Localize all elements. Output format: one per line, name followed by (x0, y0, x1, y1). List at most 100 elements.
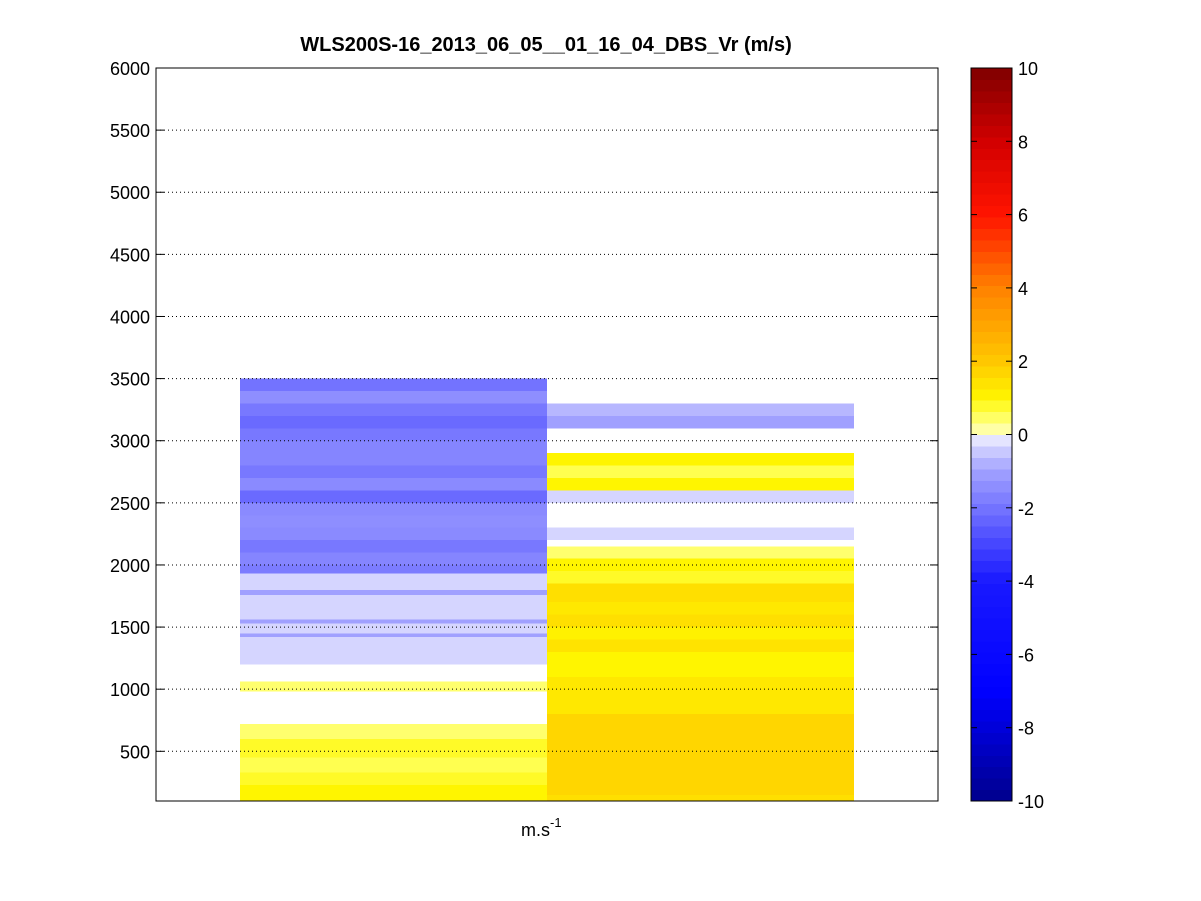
colorbar-swatch (971, 90, 1012, 103)
heatmap-cell (547, 627, 854, 640)
y-tick-label: 1500 (110, 618, 150, 638)
heatmap-cell (240, 637, 547, 665)
plot-frame (155, 67, 939, 802)
heatmap-cell (240, 594, 547, 620)
heatmap-cell (240, 490, 547, 503)
heatmap-cell (240, 589, 547, 595)
heatmap-cell (547, 527, 854, 541)
colorbar-swatch (971, 331, 1012, 344)
heatmap-cell (240, 738, 547, 758)
colorbar-axis: -10 -8 -6 -4 -2 0 2 4 6 8 10 (971, 59, 1044, 812)
colorbar-tick-label: 8 (1018, 132, 1028, 152)
colorbar-swatch (971, 526, 1012, 539)
colorbar-swatch (971, 617, 1012, 630)
colorbar-tick-label: 0 (1018, 426, 1028, 446)
colorbar-swatch (971, 549, 1012, 562)
colorbar-swatch (971, 766, 1012, 779)
heatmap-cell (240, 440, 547, 466)
colorbar-tick-label: 6 (1018, 206, 1028, 226)
heatmap-cell (547, 794, 854, 801)
y-tick-label: 6000 (110, 59, 150, 79)
colorbar-swatch (971, 400, 1012, 413)
colorbar-swatch (971, 457, 1012, 470)
colorbar-swatch (971, 102, 1012, 115)
colorbar-swatch (971, 205, 1012, 218)
colorbar-swatch (971, 274, 1012, 287)
heatmap-cell (240, 415, 547, 429)
colorbar-tick-label: -8 (1018, 719, 1034, 739)
colorbar-swatch (971, 388, 1012, 401)
heatmap-cell (547, 546, 854, 559)
colorbar-swatch (971, 675, 1012, 688)
colorbar-swatch (971, 308, 1012, 321)
heatmap-cell (240, 527, 547, 541)
heatmap-cell (240, 633, 547, 638)
colorbar-swatch (971, 571, 1012, 584)
colorbar-swatch (971, 319, 1012, 333)
x-axis-label-exponent: -1 (550, 815, 562, 830)
heatmap-cell (240, 619, 547, 624)
colorbar-swatch (971, 171, 1012, 184)
colorbar-swatch (971, 148, 1012, 161)
heatmap-cell (547, 415, 854, 429)
colorbar-swatch (971, 640, 1012, 653)
heatmap-cell (240, 784, 547, 801)
colorbar-swatch (971, 755, 1012, 768)
colorbar-swatch (971, 663, 1012, 676)
colorbar-swatch (971, 239, 1012, 252)
colorbar-tick-label: -2 (1018, 499, 1034, 519)
colorbar-swatch (971, 216, 1012, 229)
colorbar-swatch (971, 606, 1012, 619)
colorbar-tick-label: 2 (1018, 352, 1028, 372)
y-tick-label: 4500 (110, 245, 150, 265)
colorbar-swatch (971, 503, 1012, 516)
colorbar-swatch (971, 560, 1012, 573)
y-tick-label: 2500 (110, 494, 150, 514)
colorbar-swatch (971, 686, 1012, 699)
colorbar-swatch (971, 629, 1012, 642)
heatmap-cell (547, 714, 854, 795)
y-tick-label: 5500 (110, 121, 150, 141)
heatmap-cell (547, 453, 854, 466)
heatmap-cell (547, 676, 854, 715)
colorbar-swatch (971, 342, 1012, 355)
heatmap-cell (547, 490, 854, 503)
colorbar-swatch (971, 480, 1012, 493)
heatmap-cell (240, 477, 547, 491)
colorbar-swatch (971, 411, 1012, 424)
heatmap-cell (240, 623, 547, 634)
heatmap-cell (240, 465, 547, 478)
heatmap-cell (240, 681, 547, 692)
y-tick-label: 500 (120, 742, 150, 762)
colorbar-swatch (971, 159, 1012, 172)
colorbar-swatch (971, 365, 1012, 378)
colorbar-swatch (971, 297, 1012, 310)
heatmap-cell (240, 502, 547, 516)
colorbar-swatch (971, 583, 1012, 596)
heatmap-cell (547, 477, 854, 491)
colorbar-swatch (971, 732, 1012, 745)
heatmap-cell (240, 540, 547, 553)
colorbar-swatch (971, 537, 1012, 550)
chart-title: WLS200S-16_2013_06_05__01_16_04_DBS_Vr (… (300, 34, 791, 56)
heatmap-cell (547, 651, 854, 677)
heatmap-cells (240, 378, 854, 801)
colorbar-tick-label: 4 (1018, 279, 1028, 299)
colorbar-swatch (971, 251, 1012, 264)
y-tick-label: 1000 (110, 680, 150, 700)
heatmap-cell (547, 583, 854, 603)
colorbar-swatch (971, 697, 1012, 710)
heatmap-cell (240, 515, 547, 528)
colorbar-swatch (971, 193, 1012, 207)
x-axis-label: m.s-1 (521, 815, 562, 840)
colorbar-swatch (971, 68, 1012, 81)
colorbar-tick-label: -10 (1018, 792, 1044, 812)
colorbar-swatch (971, 182, 1012, 195)
colorbar-swatch (971, 789, 1012, 802)
heatmap-cell (240, 403, 547, 416)
colorbar-swatch (971, 594, 1012, 607)
colorbar-swatch (971, 113, 1012, 126)
heatmap-cell (240, 378, 547, 392)
colorbar-swatch (971, 79, 1012, 92)
